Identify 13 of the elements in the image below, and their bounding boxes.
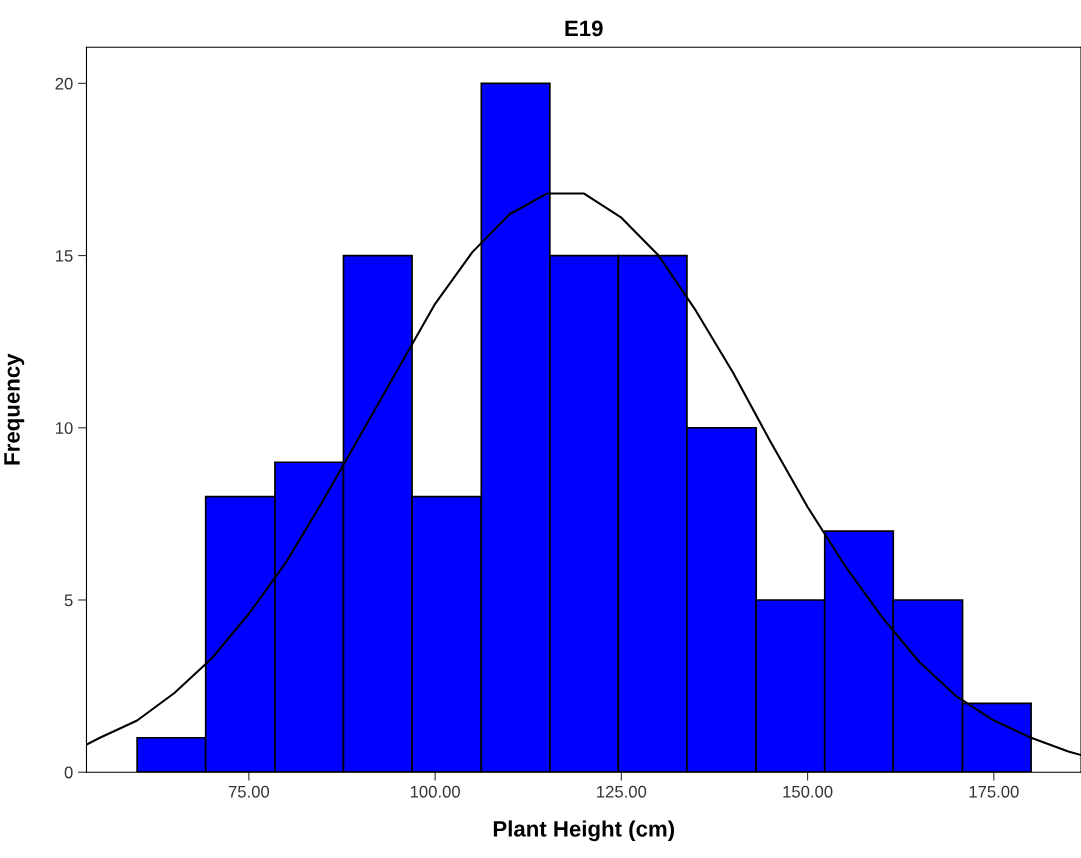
y-tick-label: 0 xyxy=(64,766,73,779)
x-tick-label: 125.00 xyxy=(597,785,647,798)
chart-title: E19 xyxy=(565,20,603,37)
x-tick-label: 100.00 xyxy=(410,785,460,798)
y-axis-title: Frequency xyxy=(4,353,25,465)
x-axis-title: Plant Height (cm) xyxy=(493,820,674,842)
y-tick-label: 15 xyxy=(56,250,73,262)
y-tick-label: 20 xyxy=(55,77,73,90)
x-tick-label: 175.00 xyxy=(969,785,1019,798)
x-tick-label: 75.00 xyxy=(228,785,270,798)
y-tick-label: 5 xyxy=(64,594,73,607)
y-tick-label: 10 xyxy=(56,422,73,434)
x-tick-label: 150.00 xyxy=(783,785,833,798)
